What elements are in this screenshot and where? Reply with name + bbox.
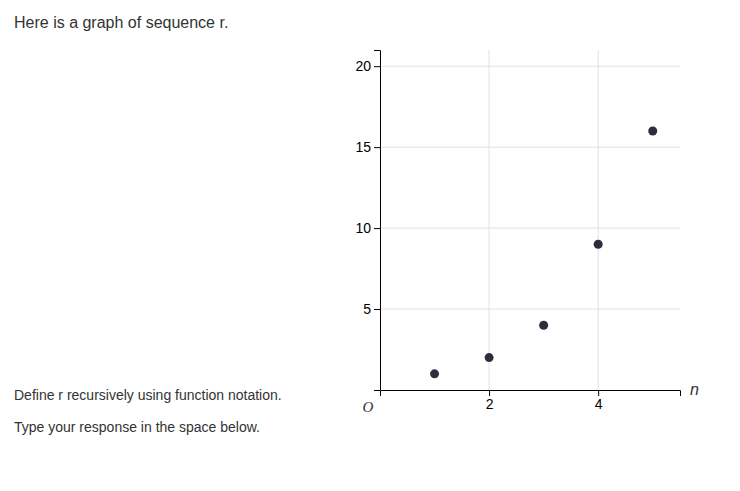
y-tick: 10 <box>355 220 380 236</box>
grid-line-y <box>380 228 680 229</box>
grid-line-y <box>380 66 680 67</box>
y-tick-mark <box>374 66 380 67</box>
y-tick-mark <box>374 309 380 310</box>
y-axis: 5 10 15 20 <box>355 51 380 391</box>
chart-container: 245101520Here is a graph of sequence r.n… <box>0 0 740 491</box>
y-tick-label: 15 <box>355 139 371 155</box>
x-tick-label: 4 <box>595 396 603 412</box>
y-tick: 15 <box>355 139 380 155</box>
y-tick-mark <box>374 228 380 229</box>
y-tick-label: 5 <box>363 301 371 317</box>
origin-label: O <box>363 399 374 415</box>
annotation: Type your response in the space below. <box>14 419 260 435</box>
x-axis-label: n <box>690 381 699 398</box>
point <box>485 353 494 362</box>
title: Here is a graph of sequence r. <box>14 14 228 31</box>
x-tick: 4 <box>595 390 603 412</box>
x-tick: 2 <box>486 390 494 412</box>
texts: Here is a graph of sequence r. n O Define r… <box>14 14 699 435</box>
x-axis: 24 <box>381 390 681 412</box>
point <box>430 369 439 378</box>
y-axis-line <box>374 51 381 391</box>
grid-line-y <box>380 309 680 310</box>
y-tick-label: 10 <box>355 220 371 236</box>
point <box>594 240 603 249</box>
annotation: Define r recursively using function nota… <box>14 387 282 403</box>
point <box>648 126 657 135</box>
y-tick: 5 <box>363 301 380 317</box>
grid-line-x <box>598 50 599 390</box>
chart: 245101520Here is a graph of sequence r.n… <box>0 0 740 491</box>
point <box>539 321 548 330</box>
y-tick: 20 <box>355 58 380 74</box>
grid <box>380 50 680 390</box>
x-tick-label: 2 <box>486 396 494 412</box>
x-axis-line <box>381 391 681 397</box>
grid-line-y <box>380 147 680 148</box>
points <box>430 126 657 378</box>
y-tick-mark <box>374 147 380 148</box>
grid-line-x <box>489 50 490 390</box>
y-tick-label: 20 <box>355 58 371 74</box>
